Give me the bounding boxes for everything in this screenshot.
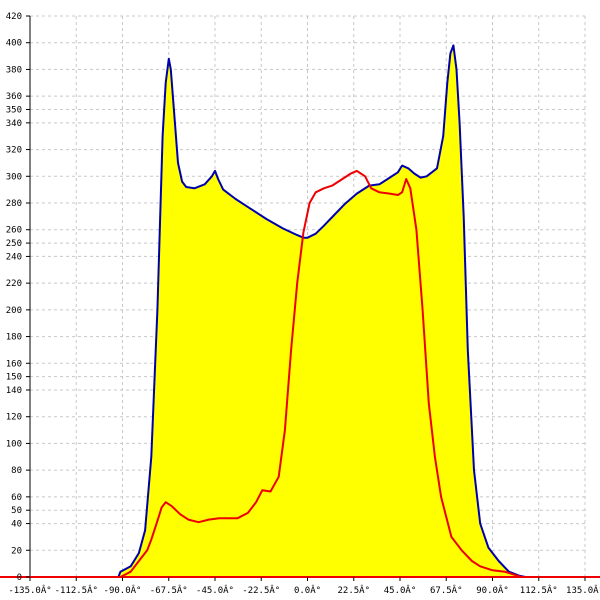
y-tick-label: 380	[6, 65, 22, 75]
y-tick-label: 40	[11, 520, 22, 530]
y-tick-label: 80	[11, 466, 22, 476]
series-0-line	[117, 44, 526, 578]
x-tick-labels: -135.0Â° -112.5Â° -90.0Â° -67.5Â° -45.0Â° -22…	[8, 584, 600, 596]
y-tick-label: 260	[6, 226, 22, 236]
y-tick-label: 420	[6, 12, 22, 22]
x-tick-label: -90.0Â°	[104, 584, 142, 596]
y-tick-label: 180	[6, 333, 22, 343]
y-tick-label: 150	[6, 373, 22, 383]
x-tick-label: 112.5Â°	[520, 584, 558, 596]
y-tick-label: 220	[6, 279, 22, 289]
x-tick-label: -112.5Â°	[55, 584, 98, 596]
x-tick-label: 0.0Â°	[294, 584, 321, 596]
series-0-area	[118, 45, 526, 577]
x-tick-label: -22.5Â°	[242, 584, 280, 596]
y-tick-label: 280	[6, 199, 22, 209]
x-tick-label: 135.0Â°	[566, 584, 600, 596]
y-tick-label: 200	[6, 306, 22, 316]
y-tick-label: 120	[6, 413, 22, 423]
y-tick-label: 50	[11, 506, 22, 516]
y-tick-label: 240	[6, 252, 22, 262]
y-tick-label: 300	[6, 172, 22, 182]
series-lines	[117, 44, 526, 578]
y-tick-label: 320	[6, 146, 22, 156]
x-tick-label: -45.0Â°	[196, 584, 234, 596]
x-tick-label: 45.0Â°	[384, 584, 417, 596]
series-areas	[118, 45, 526, 577]
y-tick-label: 340	[6, 119, 22, 129]
x-tick-label: 90.0Â°	[476, 584, 509, 596]
y-tick-label: 20	[11, 546, 22, 556]
y-tick-label: 400	[6, 39, 22, 49]
x-tick-label: -135.0Â°	[8, 584, 51, 596]
series-1-line	[119, 169, 522, 578]
y-tick-label: 350	[6, 106, 22, 116]
x-tick-label: 22.5Â°	[337, 584, 370, 596]
y-tick-label: 100	[6, 439, 22, 449]
y-tick-label: 140	[6, 386, 22, 396]
y-tick-label: 250	[6, 239, 22, 249]
y-tick-label: 60	[11, 493, 22, 503]
x-tick-label: -67.5Â°	[150, 584, 188, 596]
x-tick-label: 67.5Â°	[430, 584, 463, 596]
y-tick-label: 0	[17, 573, 22, 583]
y-tick-label: 160	[6, 359, 22, 369]
y-tick-labels: 0 20 40 50 60 80 100 120 140 150 160 180 200 220 240 25…	[6, 12, 22, 583]
y-tick-label: 360	[6, 92, 22, 102]
axes	[0, 15, 600, 581]
